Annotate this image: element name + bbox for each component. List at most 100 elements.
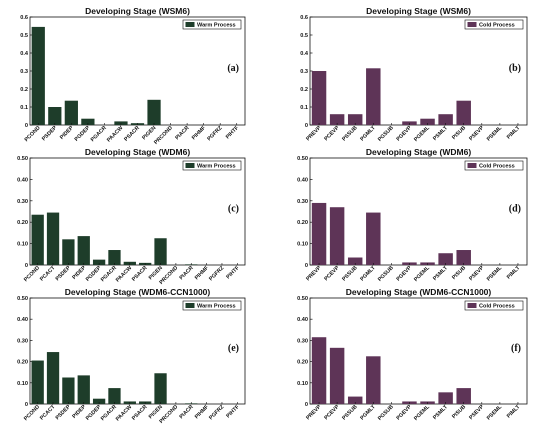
chart-panel-c: Developing Stage (WDM6) 0 0.10 0.20 0.30 0.40… — [17, 147, 246, 286]
y-tick-label: 0.30 — [17, 338, 28, 344]
bar-pisub — [456, 250, 471, 265]
bar-pigen — [154, 373, 167, 404]
y-tick-label: 0.40 — [297, 317, 308, 323]
y-tick-label: 0.20 — [297, 360, 308, 366]
x-tick-label: PGEVP — [395, 125, 413, 143]
bar-prevp — [311, 202, 327, 265]
legend-label: Cold Process — [479, 164, 515, 170]
y-tick-label: 0.4 — [300, 51, 309, 57]
bar-pgmlt — [366, 356, 381, 404]
plot-frame — [309, 157, 528, 266]
x-tick-label: PGDEP — [74, 125, 92, 143]
bar-pidep — [64, 100, 78, 125]
legend-box — [182, 19, 242, 30]
panel-label: (b) — [509, 63, 521, 74]
x-tick-label: PCEVP — [323, 404, 340, 421]
x-tick-label: PSDEP — [41, 125, 58, 142]
chart-panel-b: Developing Stage (WSM6) 0 0.1 0.2 0.3 0.4 0.5 0… — [300, 6, 528, 143]
legend-swatch — [185, 303, 195, 308]
legend-box — [182, 300, 242, 311]
x-tick-label: PSMLT — [432, 125, 449, 142]
legend-swatch — [467, 163, 477, 168]
bar-pcevp — [329, 114, 345, 125]
y-tick-label: 0 — [25, 263, 28, 269]
bar-pcevp — [329, 347, 345, 404]
x-tick-label: PAACW — [115, 404, 134, 423]
y-tick-label: 0.50 — [297, 296, 308, 302]
plot-frame — [29, 297, 246, 405]
chart-panel-f: Developing Stage (WDM6-CCN1000) 0 0.10 0.20… — [297, 287, 528, 422]
bar-pigen — [154, 238, 167, 265]
y-tick-label: 0.2 — [20, 87, 28, 93]
bar-pgmlt — [366, 68, 381, 125]
x-tick-label: PSSUB — [341, 125, 358, 142]
bar-psmlt — [438, 114, 453, 125]
legend-box — [464, 160, 524, 171]
bar-pgmlt — [366, 212, 381, 265]
y-tick-label: 0.20 — [17, 220, 28, 226]
y-tick-label: 0.10 — [17, 381, 28, 387]
y-tick-label: 0 — [25, 402, 28, 408]
x-tick-label: PGFRZ — [208, 404, 226, 422]
y-tick-label: 0.20 — [297, 220, 308, 226]
bar-pigen — [147, 99, 161, 125]
legend-swatch — [185, 163, 195, 168]
y-tick-label: 0.5 — [300, 33, 308, 39]
chart-title: Developing Stage (WDM6-CCN1000) — [346, 287, 492, 297]
y-tick-label: 0.50 — [17, 156, 28, 162]
x-tick-label: PGACR — [90, 125, 108, 143]
legend-box — [464, 19, 524, 30]
bar-pcevp — [329, 207, 345, 265]
x-tick-label: PSEVP — [468, 265, 485, 282]
x-tick-label: PSACR — [131, 265, 149, 283]
x-tick-label: PIACR — [179, 265, 195, 281]
legend: Cold Process — [464, 19, 524, 30]
x-tick-label: PIHTF — [225, 404, 241, 420]
chart-panel-e: Developing Stage (WDM6-CCN1000) 0 0.10 0.20… — [17, 287, 246, 425]
y-tick-label: 0.3 — [300, 69, 308, 75]
plot-frame — [309, 16, 528, 126]
legend: Warm Process — [182, 160, 242, 171]
x-tick-label: PGFRZ — [208, 265, 226, 283]
plot-frame — [29, 16, 246, 126]
legend-label: Warm Process — [197, 164, 236, 170]
x-tick-label: PSDEP — [55, 265, 72, 282]
bar-pcact — [46, 352, 60, 404]
x-tick-label: PIACR — [174, 125, 190, 141]
bar-prevp — [311, 71, 327, 125]
bar-pgdep — [92, 259, 106, 265]
chart-title: Developing Stage (WSM6) — [366, 6, 471, 16]
y-tick-label: 0.50 — [17, 296, 28, 302]
y-tick-label: 0.2 — [300, 87, 308, 93]
y-tick-label: 0.50 — [297, 156, 308, 162]
y-tick-label: 0.6 — [300, 15, 308, 21]
x-tick-label: PGSUB — [377, 125, 395, 143]
x-tick-label: PSEML — [486, 125, 504, 143]
bar-pidep — [77, 236, 90, 265]
x-tick-label: PIMLT — [506, 404, 522, 420]
legend-swatch — [467, 303, 477, 308]
y-tick-label: 0.30 — [17, 199, 28, 205]
x-tick-label: PCEVP — [323, 265, 340, 282]
chart-title: Developing Stage (WDM6-CCN1000) — [65, 287, 211, 297]
bar-psdep — [48, 107, 62, 125]
x-tick-label: PGSUB — [377, 265, 395, 283]
legend-label: Warm Process — [197, 304, 236, 310]
x-tick-label: PIHTF — [225, 265, 241, 281]
x-tick-label: PISUB — [451, 125, 467, 141]
bar-pcact — [46, 212, 60, 265]
y-tick-label: 0.3 — [20, 69, 28, 75]
legend: Warm Process — [182, 300, 242, 311]
x-tick-label: PGSUB — [377, 404, 395, 422]
x-tick-label: PISUB — [451, 265, 467, 281]
y-tick-label: 0.20 — [17, 360, 28, 366]
legend-swatch — [185, 22, 195, 27]
bar-pgdep — [92, 398, 106, 404]
y-tick-label: 0.40 — [17, 317, 28, 323]
bar-pidep — [77, 375, 90, 404]
y-tick-label: 0.10 — [17, 242, 28, 248]
x-tick-label: PGMLT — [359, 404, 377, 422]
x-tick-label: PIHMF — [191, 125, 208, 142]
x-tick-label: PIMLT — [506, 125, 522, 141]
chart-title: Developing Stage (WDM6) — [366, 147, 471, 157]
